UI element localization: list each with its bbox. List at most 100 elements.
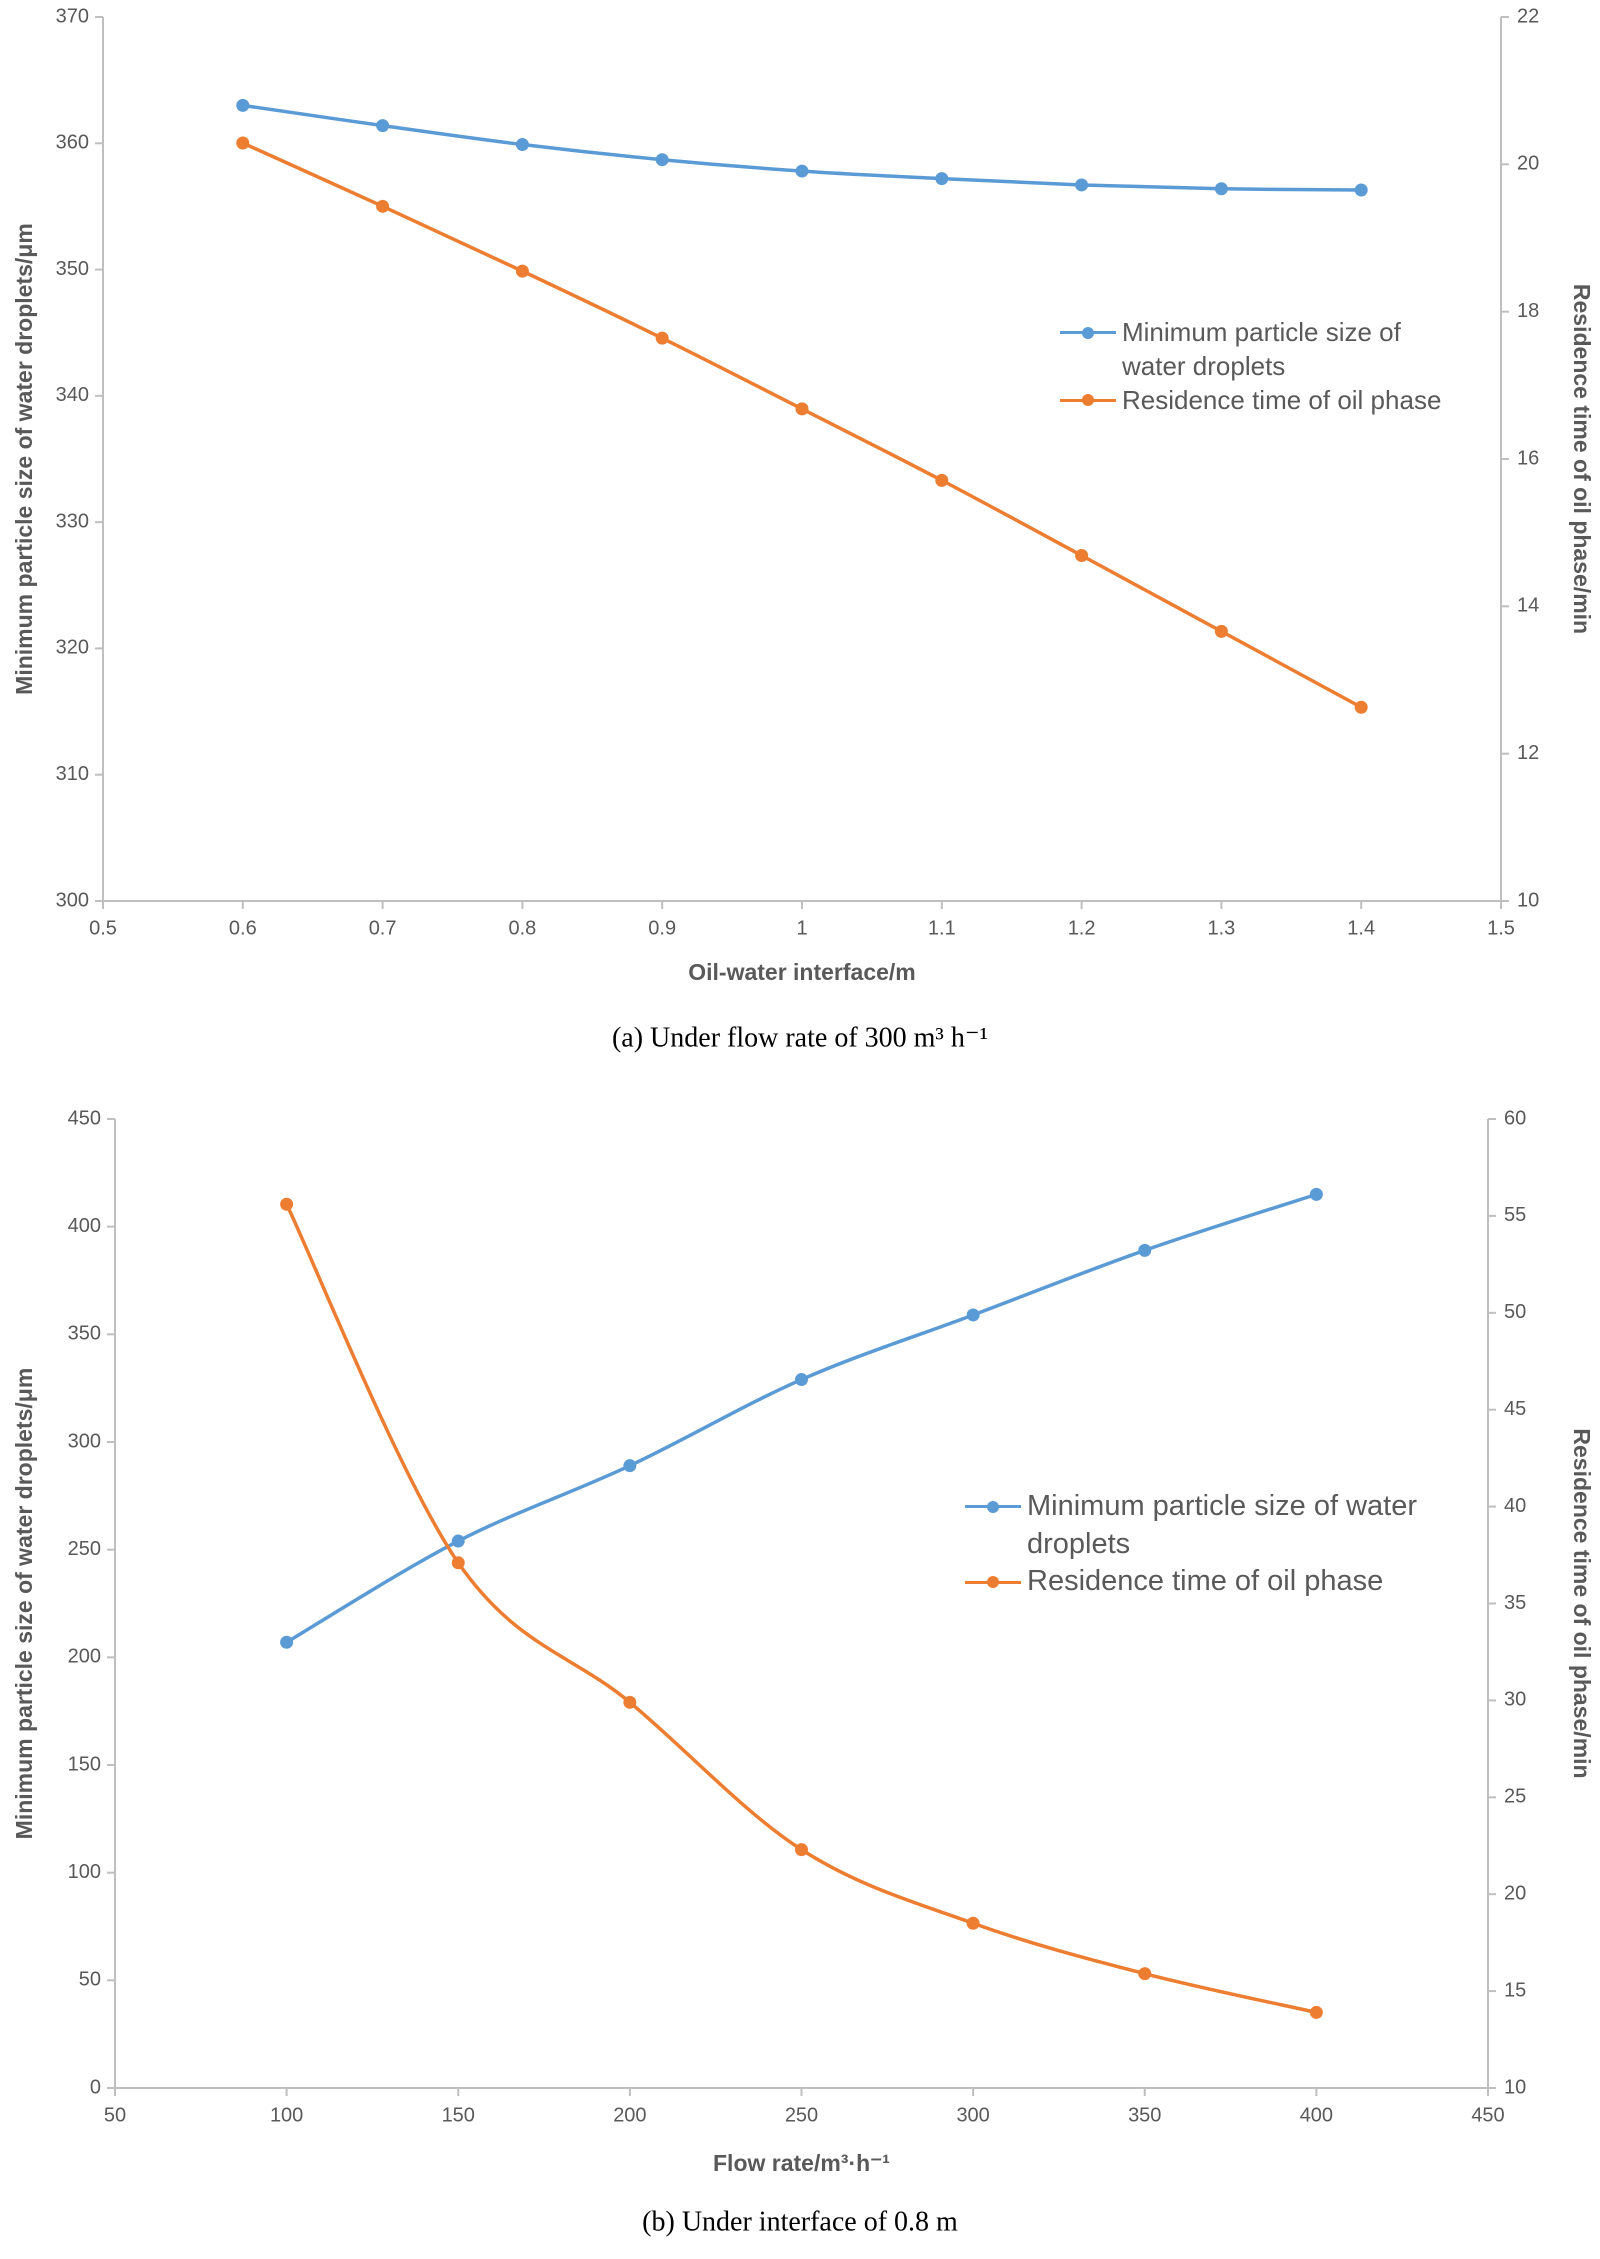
data-point xyxy=(451,1534,465,1548)
y-axis-title: Minimum particle size of water droplets/… xyxy=(11,223,37,695)
caption: (a) Under flow rate of 300 m³ h⁻¹ xyxy=(612,1022,988,1053)
data-point xyxy=(376,199,390,213)
y-tick-label: 340 xyxy=(56,384,89,406)
y-tick-label: 300 xyxy=(56,889,89,911)
y2-tick-label: 50 xyxy=(1504,1301,1526,1323)
x-tick-label: 1.4 xyxy=(1347,917,1375,939)
data-point xyxy=(515,264,529,278)
y-tick-label: 330 xyxy=(56,510,89,532)
x-tick-label: 1.3 xyxy=(1207,917,1235,939)
legend-item: Residence time of oil phase xyxy=(1060,384,1460,418)
data-point xyxy=(795,1373,808,1387)
data-point xyxy=(655,331,669,345)
data-point xyxy=(966,1308,980,1322)
legend-label: Minimum particle size of water droplets xyxy=(1122,317,1401,381)
data-point xyxy=(623,1459,637,1473)
y-tick-label: 50 xyxy=(79,1969,101,1991)
data-point xyxy=(280,1197,294,1211)
legend-entry: Minimum particle size of water droplets xyxy=(1060,316,1460,384)
y2-tick-label: 10 xyxy=(1517,889,1539,911)
y-tick-label: 400 xyxy=(68,1215,101,1237)
x-tick-label: 450 xyxy=(1471,2104,1504,2126)
y-axis-title: Minimum particle size of water droplets/… xyxy=(11,1368,37,1840)
y2-tick-label: 16 xyxy=(1517,447,1539,469)
y-tick-label: 150 xyxy=(68,1753,101,1775)
y-tick-label: 350 xyxy=(68,1323,101,1345)
y2-tick-label: 60 xyxy=(1504,1107,1526,1129)
data-point xyxy=(451,1556,465,1570)
y2-tick-label: 20 xyxy=(1517,153,1539,175)
x-tick-label: 350 xyxy=(1128,2104,1161,2126)
legend-item: Minimum particle size of water droplets xyxy=(965,1488,1435,1563)
data-point xyxy=(280,1635,294,1649)
data-point xyxy=(795,402,809,416)
legend-item: Residence time of oil phase xyxy=(965,1563,1435,1601)
x-tick-label: 400 xyxy=(1300,2104,1333,2126)
legend-swatch xyxy=(1060,384,1122,418)
data-point xyxy=(966,1916,980,1930)
x-tick-label: 1.5 xyxy=(1487,917,1515,939)
y-tick-label: 100 xyxy=(68,1861,101,1883)
x-axis-title: Oil-water interface/m xyxy=(688,959,916,985)
x-tick-label: 100 xyxy=(270,2104,303,2126)
y2-tick-label: 10 xyxy=(1504,2076,1526,2098)
legend-swatch xyxy=(965,1488,1027,1526)
y-tick-label: 450 xyxy=(68,1107,101,1129)
y2-tick-label: 12 xyxy=(1517,742,1539,764)
x-tick-label: 250 xyxy=(785,2104,818,2126)
legend-label: Residence time of oil phase xyxy=(1027,1565,1384,1598)
x-tick-label: 0.8 xyxy=(508,917,536,939)
y-tick-label: 370 xyxy=(56,5,89,27)
legend-item: Minimum particle size of water droplets xyxy=(1060,316,1460,384)
y2-tick-label: 40 xyxy=(1504,1495,1526,1517)
y2-tick-label: 20 xyxy=(1504,1882,1526,1904)
y2-tick-label: 25 xyxy=(1504,1786,1526,1808)
data-point xyxy=(935,473,949,487)
data-point xyxy=(655,153,669,167)
x-tick-label: 0.5 xyxy=(89,917,117,939)
x-tick-label: 50 xyxy=(104,2104,126,2126)
data-point xyxy=(935,172,949,186)
legend-entry: Minimum particle size of water droplets xyxy=(965,1488,1435,1563)
x-tick-label: 1 xyxy=(796,917,807,939)
data-point xyxy=(1214,624,1228,638)
y2-tick-label: 14 xyxy=(1517,595,1539,617)
data-point xyxy=(236,98,250,112)
y-tick-label: 200 xyxy=(68,1646,101,1668)
x-tick-label: 0.7 xyxy=(369,917,397,939)
legend-swatch xyxy=(965,1563,1027,1601)
y-tick-label: 360 xyxy=(56,132,89,154)
y-tick-label: 320 xyxy=(56,637,89,659)
x-tick-label: 1.1 xyxy=(928,917,956,939)
legend-entry: Residence time of oil phase xyxy=(965,1563,1435,1601)
y2-tick-label: 22 xyxy=(1517,5,1539,27)
legend-label: Residence time of oil phase xyxy=(1122,384,1442,415)
y2-tick-label: 30 xyxy=(1504,1689,1526,1711)
x-tick-label: 300 xyxy=(956,2104,989,2126)
data-point xyxy=(515,138,529,152)
x-tick-label: 0.9 xyxy=(648,917,676,939)
y2-tick-label: 15 xyxy=(1504,1979,1526,2001)
y-tick-label: 310 xyxy=(56,763,89,785)
y2-tick-label: 45 xyxy=(1504,1398,1526,1420)
y2-tick-label: 55 xyxy=(1504,1204,1526,1226)
y2-tick-label: 35 xyxy=(1504,1592,1526,1614)
data-point xyxy=(623,1695,637,1709)
x-axis-title: Flow rate/m³·h⁻¹ xyxy=(713,2150,890,2176)
x-tick-label: 150 xyxy=(442,2104,475,2126)
data-point xyxy=(1138,1243,1152,1257)
y2-axis-title: Residence time of oil phase/min xyxy=(1569,284,1595,634)
data-point xyxy=(1354,183,1368,197)
data-point xyxy=(1354,700,1368,714)
data-point xyxy=(1214,182,1228,196)
x-tick-label: 200 xyxy=(613,2104,646,2126)
data-point xyxy=(1309,1187,1323,1201)
data-point xyxy=(236,136,250,150)
x-tick-label: 0.6 xyxy=(229,917,257,939)
legend-label: Minimum particle size of water droplets xyxy=(1027,1490,1417,1560)
y-tick-label: 250 xyxy=(68,1538,101,1560)
series-line xyxy=(285,1203,1317,2015)
legend-entry: Residence time of oil phase xyxy=(1060,384,1460,418)
data-point xyxy=(1309,2005,1323,2019)
